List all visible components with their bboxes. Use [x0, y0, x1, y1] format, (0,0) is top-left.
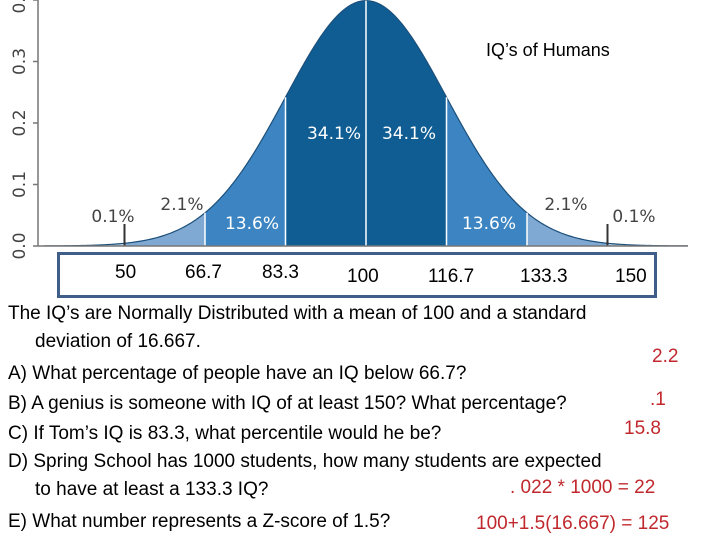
question-a: A) What percentage of people have an IQ … [8, 363, 467, 384]
region-percent-label: 0.1% [612, 207, 655, 227]
iq-tick-label: 83.3 [262, 262, 299, 283]
question-d-cont: to have at least a 133.3 IQ? [35, 479, 269, 500]
answer-b: .1 [650, 389, 666, 410]
iq-tick-label: 150 [615, 266, 647, 287]
iq-scale-box [57, 252, 657, 298]
y-axis-ticks: 0.0 0.1 0.2 0.3 0.4 [10, 0, 38, 260]
region-percent-label: 2.1% [544, 195, 587, 215]
intro-line-1: The IQ’s are Normally Distributed with a… [8, 303, 587, 324]
iq-tick-label: 116.7 [428, 266, 475, 287]
sd-divider-lines [123, 0, 609, 246]
y-tick-label: 0.2 [10, 109, 30, 136]
region-percent-label: 34.1% [307, 124, 361, 144]
curve-regions [43, 0, 689, 247]
iq-tick-label: 66.7 [185, 262, 222, 283]
answer-c: 15.8 [624, 418, 661, 439]
answer-e: 100+1.5(16.667) = 125 [476, 513, 670, 534]
intro-line-2: deviation of 16.667. [35, 331, 201, 352]
curve-region [124, 212, 205, 246]
y-tick-label: 0.4 [10, 0, 30, 14]
region-percent-label: 34.1% [382, 124, 436, 144]
chart-title: IQ’s of Humans [486, 40, 610, 60]
question-e: E) What number represents a Z-score of 1… [8, 511, 391, 532]
region-percent-label: 13.6% [462, 214, 516, 234]
region-percent-labels: 0.1% 2.1% 13.6% 34.1% 34.1% 13.6% 2.1% 0.1% [91, 124, 655, 234]
answer-a: 2.2 [652, 346, 679, 367]
normal-distribution-chart: 0.0 0.1 0.2 0.3 0.4 0.1% 2.1% 13.6% 34.1% 34.1% 1… [10, 0, 689, 260]
answer-d: . 022 * 1000 = 22 [510, 477, 656, 498]
question-c: C) If Tom’s IQ is 83.3, what percentile … [8, 423, 442, 444]
region-percent-label: 0.1% [91, 207, 134, 227]
region-percent-label: 13.6% [225, 214, 279, 234]
y-tick-label: 0.3 [10, 48, 30, 75]
y-tick-label: 0.1 [10, 171, 30, 198]
curve-region [527, 212, 608, 246]
iq-tick-label: 50 [115, 262, 137, 283]
iq-tick-label: 133.3 [520, 266, 568, 287]
curve-outline [43, 0, 689, 247]
y-tick-label: 0.0 [10, 232, 30, 259]
iq-tick-label: 100 [347, 266, 379, 287]
region-percent-label: 2.1% [160, 195, 203, 215]
question-b: B) A genius is someone with IQ of at lea… [8, 393, 567, 414]
question-d: D) Spring School has 1000 students, how … [8, 451, 602, 472]
